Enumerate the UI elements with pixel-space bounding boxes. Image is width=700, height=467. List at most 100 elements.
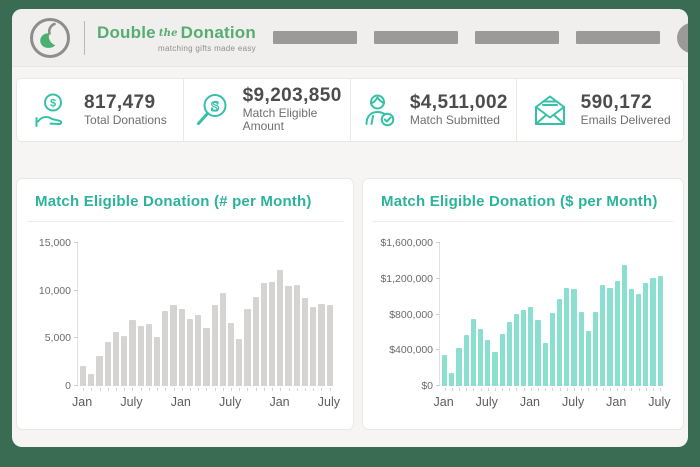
- bar-slot: [643, 243, 649, 391]
- stat-emails-delivered: 590,172 Emails Delivered: [517, 79, 683, 141]
- hand-coin-icon: $: [35, 93, 63, 127]
- bar-slot: [285, 243, 292, 391]
- bar: [318, 303, 325, 386]
- bar: [244, 308, 251, 386]
- bar: [549, 312, 555, 386]
- y-axis-label: $0: [421, 380, 433, 392]
- bar-slot: [585, 243, 591, 391]
- bar: [326, 304, 333, 386]
- bar: [456, 347, 462, 386]
- chart-card-count-per-month: Match Eligible Donation (# per Month) 0 5…: [16, 178, 354, 430]
- x-axis-label: July: [475, 395, 498, 409]
- x-axis-label: July: [561, 395, 585, 409]
- bar: [129, 320, 136, 386]
- brand-logo[interactable]: Double the Donation matching gifts made …: [28, 16, 256, 60]
- nav-placeholder-4[interactable]: [575, 31, 660, 44]
- envelope-icon: [534, 95, 565, 125]
- y-axis-label: 15,000: [38, 237, 71, 249]
- brand-wordmark: Double the Donation: [97, 23, 256, 43]
- y-axis-tick: [436, 277, 440, 279]
- bar: [186, 319, 194, 386]
- x-axis-label: Jan: [269, 395, 290, 409]
- bar: [310, 307, 317, 386]
- bar: [513, 314, 520, 386]
- bar-slot: [650, 243, 656, 391]
- bar-slot: [442, 243, 448, 391]
- bar: [219, 292, 226, 386]
- x-axis-label: Jan: [433, 395, 454, 409]
- bar-slot: [170, 243, 177, 391]
- bar: [211, 304, 218, 386]
- bar: [528, 306, 534, 386]
- bar-slot: [449, 243, 455, 391]
- bar: [293, 284, 300, 386]
- stat-label: Match Submitted: [409, 112, 500, 127]
- y-axis-label: 10,000: [38, 284, 71, 297]
- bar-slot: [211, 243, 218, 391]
- stat-label: Emails Delivered: [580, 112, 671, 127]
- stat-label: Total Donations: [84, 112, 167, 127]
- bar: [236, 339, 243, 386]
- bar: [557, 298, 563, 386]
- bar-plot-area: $0 $400,000 $800,000 $1,200,000 $1,600,000 Ja…: [380, 237, 670, 409]
- y-axis-label: $800,000: [389, 308, 433, 321]
- stat-total-donations: $ 817,479 Total Donations: [17, 79, 184, 141]
- bar-slot: [506, 243, 512, 391]
- x-axis-label: July: [219, 395, 242, 409]
- bar: [650, 277, 656, 386]
- bar-slot: [456, 243, 462, 391]
- nav-placeholder-1[interactable]: [272, 31, 357, 44]
- stat-value: $4,511,002: [409, 91, 508, 113]
- stat-value: 817,479: [84, 91, 156, 113]
- bar: [621, 264, 627, 386]
- bar-slot: [477, 243, 484, 391]
- bar: [492, 352, 498, 386]
- bar-slot: [499, 243, 505, 391]
- stat-value: $9,203,850: [242, 85, 342, 107]
- y-axis-tick: [436, 313, 440, 315]
- bar-slot: [252, 243, 259, 391]
- bar-slot: [578, 243, 584, 391]
- chart-plot: $0 $400,000 $800,000 $1,200,000 $1,600,000 Ja…: [380, 224, 670, 420]
- y-axis-label: $1,200,000: [380, 272, 433, 285]
- logo-mark-icon: [30, 17, 70, 58]
- svg-text:S: S: [210, 99, 218, 115]
- chart-title: Match Eligible Donation (# per Month): [35, 193, 312, 210]
- bar-slot: [227, 243, 235, 391]
- bar: [80, 365, 87, 386]
- bar-slot: [186, 243, 194, 391]
- y-axis-label: $1,600,000: [380, 237, 433, 249]
- bar: [485, 339, 491, 386]
- bar: [269, 282, 276, 386]
- x-axis-label: Jan: [72, 395, 93, 409]
- bar-slot: [269, 243, 276, 391]
- bar-slot: [535, 243, 541, 391]
- bar: [636, 293, 642, 386]
- header: Double the Donation matching gifts made …: [12, 9, 688, 67]
- bar-slot: [145, 243, 152, 391]
- bar: [535, 320, 541, 386]
- x-axis-label: July: [317, 395, 340, 409]
- nav-placeholder-3[interactable]: [474, 31, 559, 44]
- bar: [600, 285, 606, 386]
- brand-word-donation: Donation: [180, 22, 256, 42]
- y-axis-label: 5,000: [44, 332, 71, 345]
- x-axis-label: Jan: [170, 395, 191, 409]
- bar-slot: [195, 243, 202, 391]
- bar: [195, 314, 202, 386]
- brand-tagline: matching gifts made easy: [158, 43, 256, 53]
- bar-slot: [557, 243, 563, 391]
- avatar[interactable]: [676, 22, 688, 53]
- bar-slot: [301, 243, 309, 391]
- brand-word-the: the: [158, 27, 178, 39]
- bar-slot: [628, 243, 635, 391]
- y-axis-tick: [74, 289, 78, 291]
- nav-placeholder-2[interactable]: [373, 31, 458, 44]
- chart-title: Match Eligible Donation ($ per Month): [381, 193, 658, 210]
- bar-slot: [203, 243, 210, 391]
- bar: [614, 280, 620, 386]
- bar-slot: [463, 243, 469, 391]
- bar-slot: [153, 243, 161, 391]
- y-axis-tick: [74, 337, 78, 339]
- bar: [564, 287, 570, 386]
